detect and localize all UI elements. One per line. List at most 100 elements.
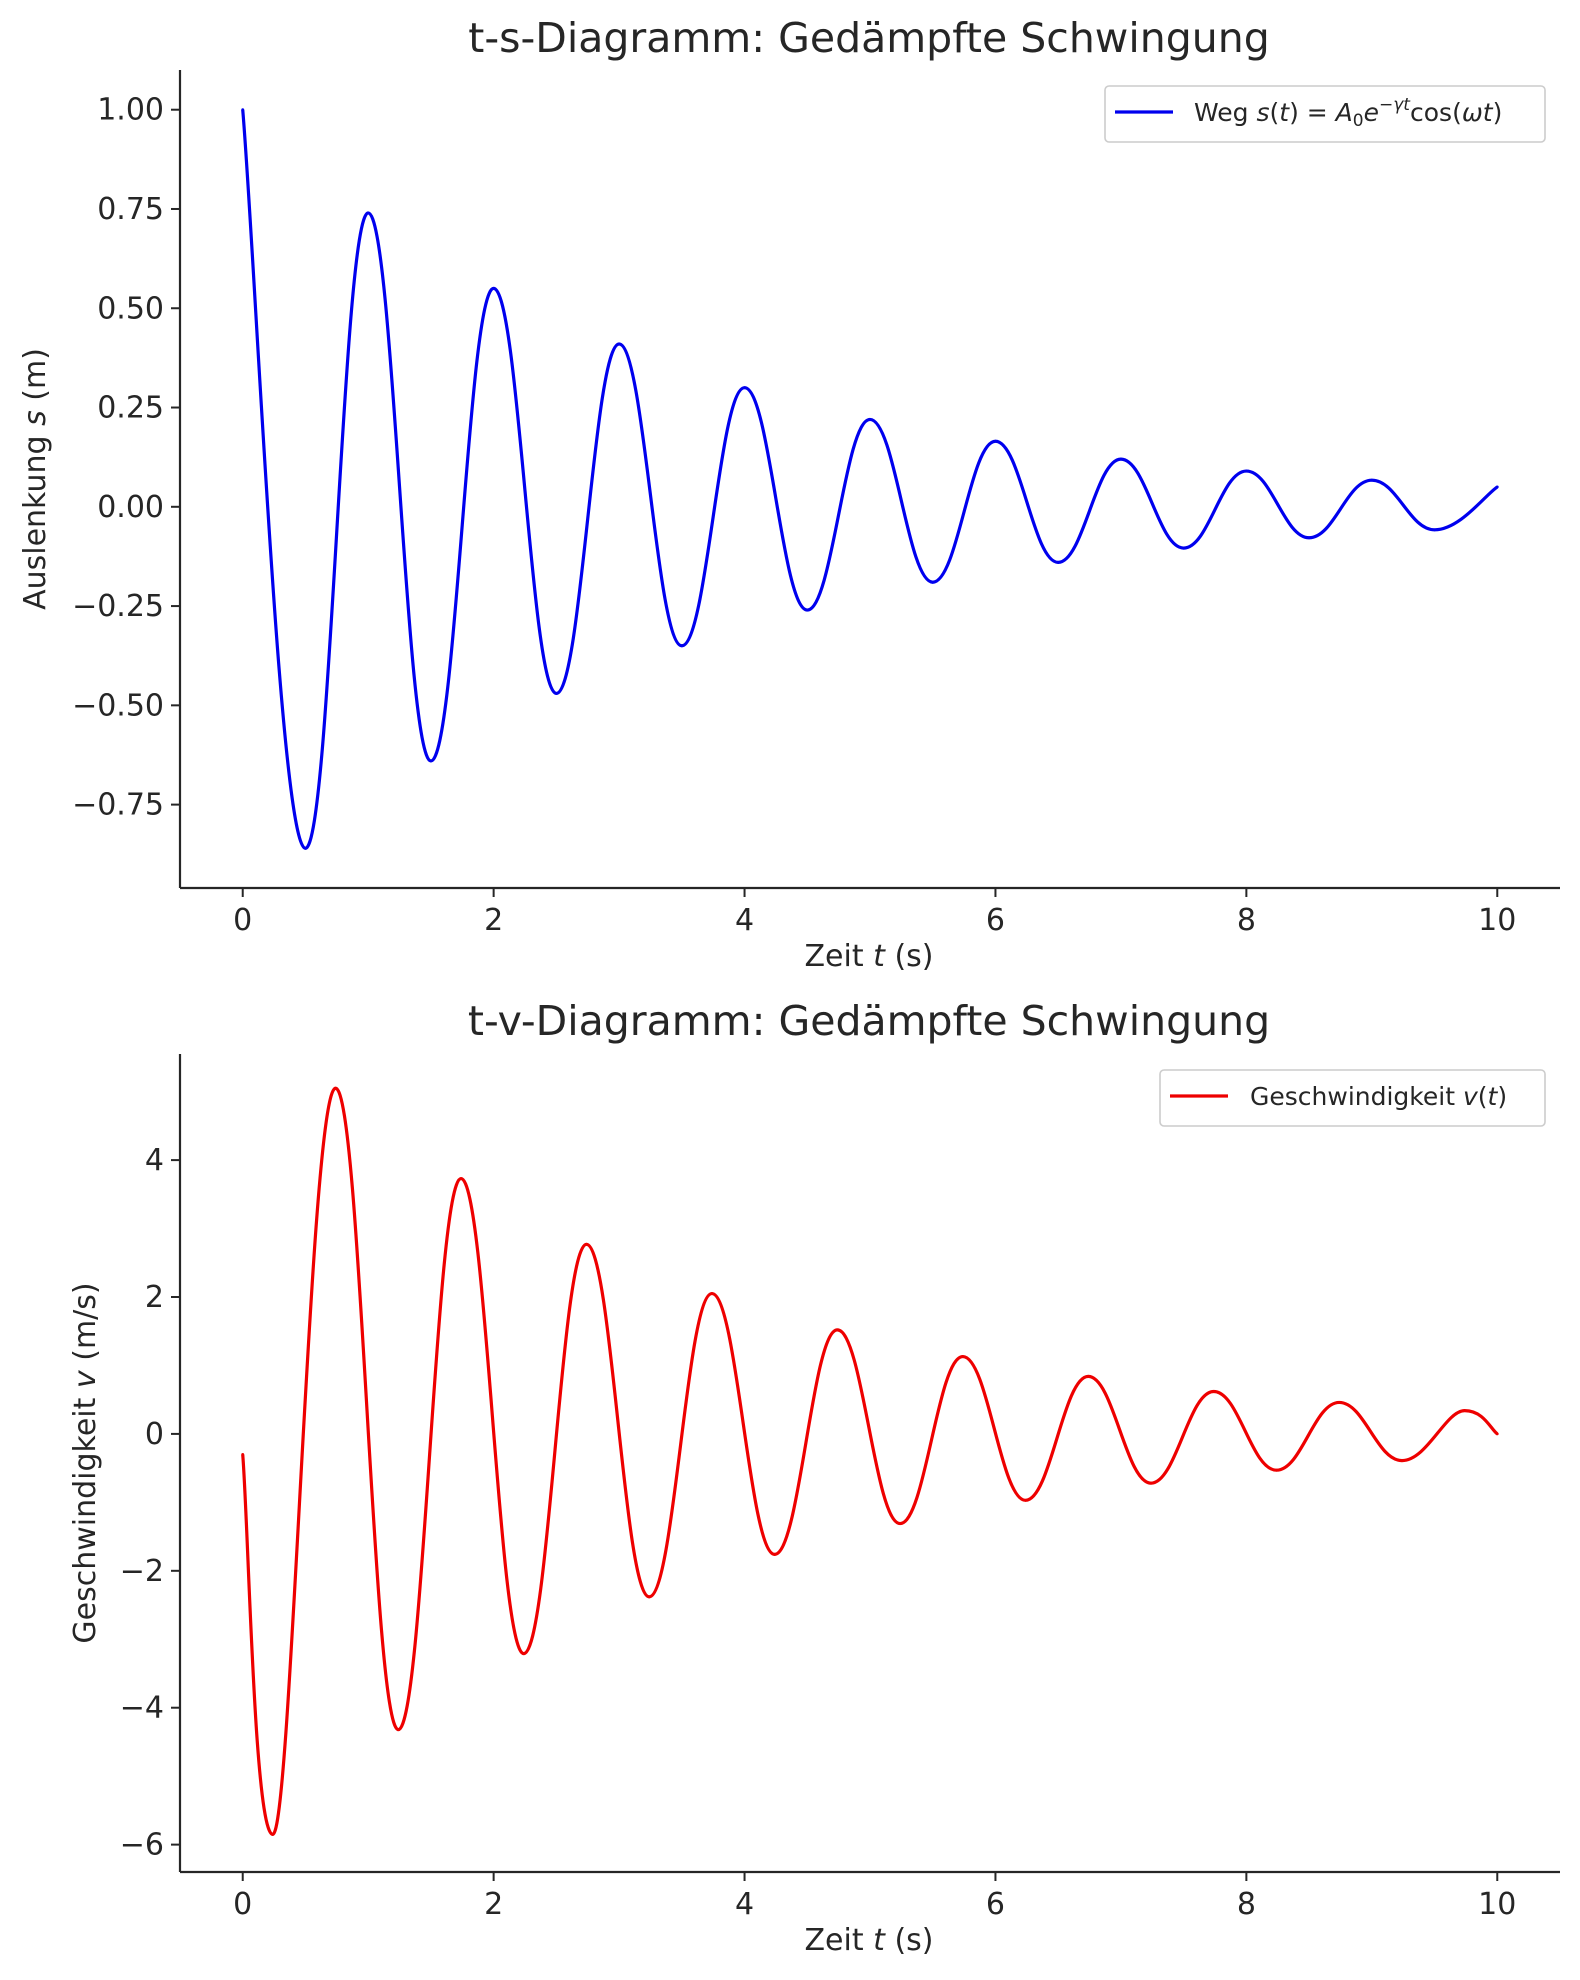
y-tick-label: −4 [120,1691,164,1726]
data-point [835,1328,839,1332]
data-point [1275,1468,1278,1472]
legend: Geschwindigkeit v(t) [1159,1069,1546,1127]
data-point [1149,1481,1153,1485]
legend-frame [1104,85,1546,143]
x-tick-label: 2 [484,1887,503,1922]
y-tick-label: 0.75 [97,192,164,227]
y-tick-label: −2 [120,1554,164,1589]
data-point [743,386,746,390]
data-point [1086,1375,1090,1378]
data-point [1056,560,1060,564]
data-point [961,1355,965,1358]
x-axis-label-suffix: (s) [885,1923,934,1958]
legend-omega-t: ωt [1462,98,1494,127]
chart-title: t-s-Diagramm: Gedämpfte Schwingung [468,14,1269,62]
legend-label: Geschwindigkeit v(t) [1250,1082,1507,1111]
x-axis-label-var: t [873,1923,886,1958]
data-point [931,580,935,584]
data-point [1307,536,1311,540]
x-axis-label-prefix: Zeit [805,939,874,974]
data-point [1463,1409,1467,1413]
y-axis-label-prefix: Auslenkung [18,426,53,610]
panel-tv: t-v-Diagramm: Gedämpfte Schwingung 4 2 0 −2… [68,997,1560,1958]
legend-sub: 0 [1353,111,1364,131]
data-point [898,1522,902,1525]
x-axis-ticks: 0 2 4 6 8 10 [233,888,1516,938]
data-point [1495,485,1499,489]
data-point [1495,1432,1499,1436]
legend: Weg s(t) = A0e−γtcos(ωt) [1104,85,1546,143]
x-axis-ticks: 0 2 4 6 8 10 [233,1872,1516,1922]
data-point [429,759,433,763]
data-point [366,211,370,215]
y-axis-label-var: v [68,1369,103,1388]
chart-title: t-v-Diagramm: Gedämpfte Schwingung [468,997,1270,1045]
y-axis-ticks: 4 2 0 −2 −4 −6 [120,1143,180,1863]
legend-eq: = [1299,98,1336,127]
data-point [1212,1390,1216,1393]
x-tick-label: 8 [1237,903,1256,938]
data-point [1400,1459,1404,1463]
x-axis-label-prefix: Zeit [805,1923,874,1958]
data-point [396,1728,400,1732]
legend-prefix: Weg [1194,98,1256,127]
y-axis-label-suffix: (m) [18,348,53,410]
y-axis-label: Geschwindigkeit v (m/s) [68,1282,103,1643]
y-tick-label: 1.00 [97,93,164,128]
legend-paren: ( [1478,1082,1488,1111]
y-tick-label: 0.50 [97,291,164,326]
data-point [492,286,496,290]
legend-t: t [1488,1082,1499,1111]
data-point [271,1832,275,1836]
legend-paren: ) [1497,1082,1507,1111]
x-tick-label: 10 [1478,903,1516,938]
panel-ts: t-s-Diagramm: Gedämpfte Schwingung 1.00 0… [18,14,1560,974]
legend-label: Weg s(t) = A0e−γtcos(ωt) [1194,95,1502,131]
legend-v: v [1463,1082,1479,1111]
legend-paren: ( [1269,98,1279,127]
data-point [1024,1498,1027,1502]
data-point [1433,528,1436,532]
y-axis-label-var: s [18,410,53,426]
x-axis-label: Zeit t (s) [805,939,934,974]
data-points [241,108,1499,850]
legend-paren: ( [1452,98,1462,127]
y-axis-label: Auslenkung s (m) [18,348,53,610]
y-tick-label: 4 [145,1143,164,1178]
data-point [1119,457,1123,461]
x-axis-label-suffix: (s) [885,939,934,974]
x-axis-label-var: t [873,939,886,974]
legend-paren: ) [1493,98,1503,127]
series-line-velocity [241,1086,1499,1836]
y-axis-label-prefix: Geschwindigkeit [68,1388,103,1644]
data-points [241,1086,1499,1836]
y-axis-ticks: 1.00 0.75 0.50 0.25 0.00 −0.25 −0.50 −0.75 [72,93,180,823]
data-point [241,108,245,112]
y-tick-label: −0.75 [72,788,164,823]
data-point [241,1453,245,1456]
legend-frame [1159,1069,1546,1127]
series-line-displacement [241,109,1499,850]
data-point [1182,546,1186,550]
y-tick-label: −0.25 [72,589,164,624]
y-tick-label: −6 [120,1828,164,1863]
y-tick-label: 0 [145,1417,164,1452]
data-point [522,1652,526,1656]
data-point [710,1292,714,1295]
data-point [459,1177,463,1180]
y-tick-label: −0.50 [72,688,164,723]
data-point [334,1086,337,1090]
x-axis-label: Zeit t (s) [805,1923,934,1958]
data-point [994,439,997,443]
y-tick-label: 0.00 [97,490,164,525]
x-tick-label: 8 [1237,1887,1256,1922]
legend-A: A [1334,98,1353,127]
y-tick-label: 0.25 [97,391,164,426]
x-tick-label: 0 [233,1887,252,1922]
legend-t: t [1279,98,1290,127]
x-tick-label: 4 [735,903,754,938]
data-point [617,342,621,346]
data-point [1370,478,1374,482]
